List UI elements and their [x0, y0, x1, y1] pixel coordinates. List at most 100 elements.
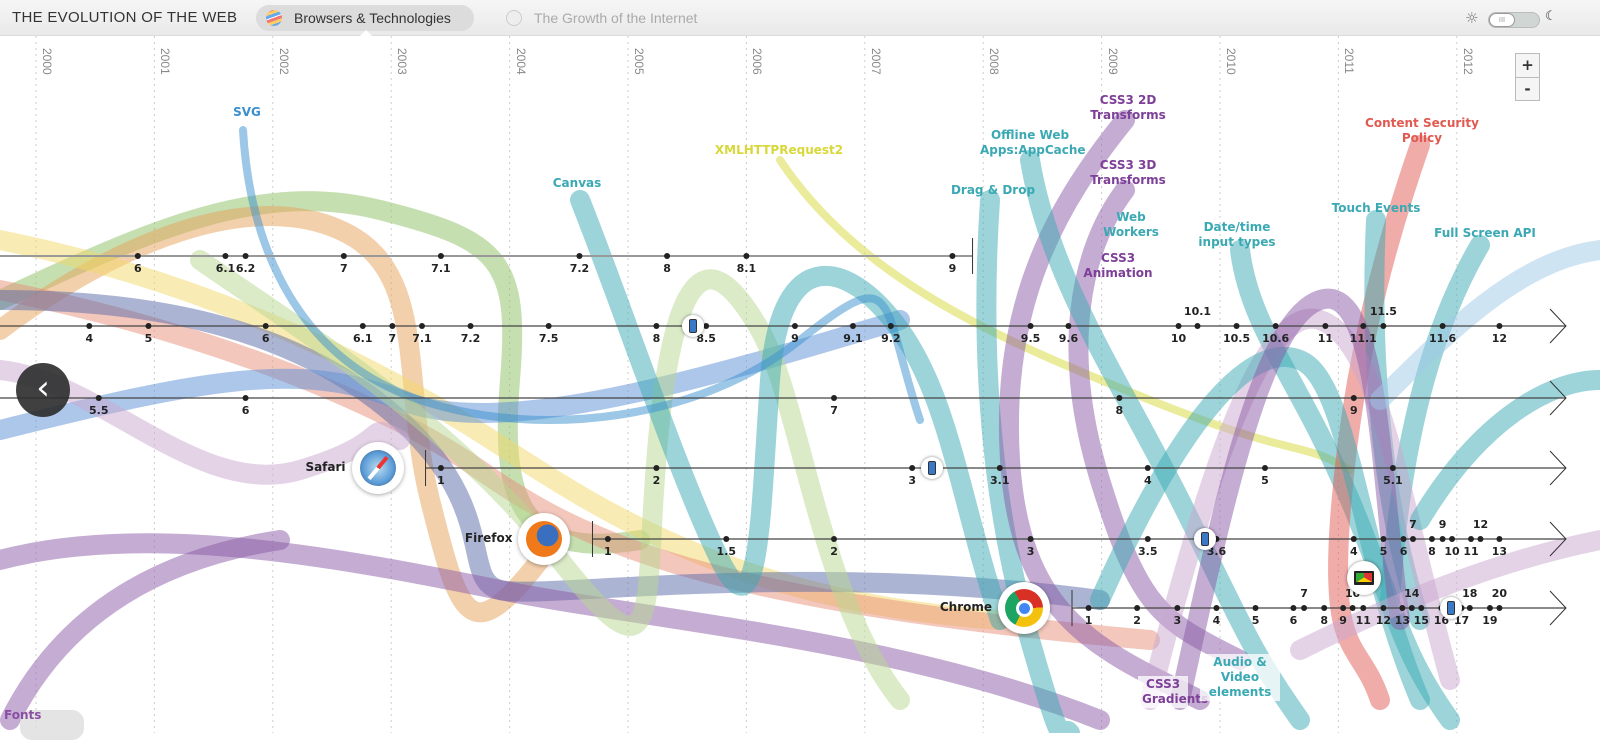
- version-dot[interactable]: [1349, 605, 1356, 611]
- version-dot[interactable]: [1428, 536, 1435, 542]
- version-dot[interactable]: [1261, 465, 1268, 471]
- version-dot[interactable]: [1194, 323, 1201, 329]
- version-dot[interactable]: [222, 253, 229, 259]
- tech-label[interactable]: SVG: [233, 105, 261, 119]
- technology-ribbon[interactable]: [190, 250, 910, 710]
- version-dot[interactable]: [1322, 323, 1329, 329]
- safari-icon[interactable]: [351, 442, 404, 494]
- version-dot[interactable]: [1233, 323, 1240, 329]
- version-dot[interactable]: [1027, 323, 1034, 329]
- tech-label[interactable]: CSS3 2D Transforms: [1090, 93, 1166, 122]
- version-dot[interactable]: [1389, 465, 1396, 471]
- version-dot[interactable]: [1144, 536, 1151, 542]
- technology-ribbon[interactable]: [0, 530, 290, 730]
- version-dot[interactable]: [831, 395, 838, 401]
- version-dot[interactable]: [437, 465, 444, 471]
- version-dot[interactable]: [134, 253, 141, 259]
- version-dot[interactable]: [1175, 323, 1182, 329]
- version-dot[interactable]: [1360, 323, 1367, 329]
- tech-label[interactable]: Date/time input types: [1198, 220, 1276, 249]
- version-dot[interactable]: [1360, 605, 1367, 611]
- version-dot[interactable]: [1408, 605, 1415, 611]
- version-dot[interactable]: [1409, 536, 1416, 542]
- version-dot[interactable]: [418, 323, 425, 329]
- version-dot[interactable]: [1496, 536, 1503, 542]
- mobile-marker[interactable]: [921, 457, 944, 479]
- version-dot[interactable]: [887, 323, 894, 329]
- version-dot[interactable]: [1065, 323, 1072, 329]
- version-dot[interactable]: [849, 323, 856, 329]
- version-dot[interactable]: [1496, 605, 1503, 611]
- version-dot[interactable]: [242, 395, 249, 401]
- toggle-knob[interactable]: III: [1489, 13, 1515, 27]
- chromebook-marker[interactable]: [1347, 561, 1382, 595]
- technology-ribbon[interactable]: [999, 110, 1210, 710]
- version-dot[interactable]: [545, 323, 552, 329]
- version-dot[interactable]: [1134, 605, 1141, 611]
- tech-label[interactable]: XMLHTTPRequest2: [714, 143, 844, 157]
- technology-ribbon[interactable]: [1140, 308, 1460, 710]
- zoom-in-button[interactable]: +: [1521, 56, 1534, 74]
- theme-toggle[interactable]: III: [1488, 12, 1540, 28]
- version-dot[interactable]: [1449, 536, 1456, 542]
- technology-ribbon[interactable]: [1370, 240, 1600, 410]
- version-dot[interactable]: [1477, 536, 1484, 542]
- version-dot[interactable]: [1290, 605, 1297, 611]
- tech-label[interactable]: Offline Web Apps:AppCache: [980, 128, 1086, 157]
- version-dot[interactable]: [1340, 605, 1347, 611]
- mobile-marker[interactable]: [682, 315, 705, 337]
- version-dot[interactable]: [1027, 536, 1034, 542]
- version-dot[interactable]: [1174, 605, 1181, 611]
- version-dot[interactable]: [1496, 323, 1503, 329]
- version-dot[interactable]: [723, 536, 730, 542]
- version-dot[interactable]: [1252, 605, 1259, 611]
- version-dot[interactable]: [1350, 395, 1357, 401]
- tech-label[interactable]: Full Screen API: [1434, 226, 1536, 240]
- tech-label[interactable]: CSS3 Gradients: [1138, 676, 1208, 708]
- version-dot[interactable]: [996, 465, 1003, 471]
- firefox-icon[interactable]: [518, 513, 571, 565]
- version-dot[interactable]: [1321, 605, 1328, 611]
- version-dot[interactable]: [703, 323, 710, 329]
- version-dot[interactable]: [340, 253, 347, 259]
- zoom-out-button[interactable]: -: [1516, 77, 1539, 100]
- version-dot[interactable]: [831, 536, 838, 542]
- version-dot[interactable]: [1272, 323, 1279, 329]
- version-dot[interactable]: [664, 253, 671, 259]
- version-dot[interactable]: [791, 323, 798, 329]
- version-dot[interactable]: [95, 395, 102, 401]
- technology-ribbon[interactable]: [1290, 530, 1600, 660]
- chrome-icon[interactable]: [998, 582, 1050, 634]
- version-dot[interactable]: [1486, 605, 1493, 611]
- tech-label[interactable]: Touch Events: [1331, 201, 1421, 215]
- version-dot[interactable]: [1085, 605, 1092, 611]
- tech-label[interactable]: Drag & Drop: [950, 183, 1036, 197]
- mobile-marker[interactable]: [1193, 528, 1216, 550]
- version-dot[interactable]: [1380, 323, 1387, 329]
- technology-ribbon[interactable]: [0, 533, 1110, 730]
- version-dot[interactable]: [467, 323, 474, 329]
- version-dot[interactable]: [949, 253, 956, 259]
- technology-ribbon[interactable]: [0, 360, 410, 485]
- version-dot[interactable]: [1466, 605, 1473, 611]
- version-dot[interactable]: [1380, 605, 1387, 611]
- version-dot[interactable]: [242, 253, 249, 259]
- version-dot[interactable]: [437, 253, 444, 259]
- version-dot[interactable]: [743, 253, 750, 259]
- technology-ribbon[interactable]: [1328, 135, 1430, 710]
- mobile-marker[interactable]: [1439, 597, 1462, 619]
- version-dot[interactable]: [1418, 605, 1425, 611]
- tech-label[interactable]: CSS3 3D Transforms: [1090, 158, 1166, 187]
- version-dot[interactable]: [1144, 465, 1151, 471]
- version-dot[interactable]: [1439, 536, 1446, 542]
- version-dot[interactable]: [909, 465, 916, 471]
- version-dot[interactable]: [86, 323, 93, 329]
- version-dot[interactable]: [1399, 605, 1406, 611]
- version-dot[interactable]: [653, 465, 660, 471]
- tech-label[interactable]: Audio & Video elements: [1200, 654, 1280, 701]
- tech-label-fonts[interactable]: Fonts: [4, 708, 42, 722]
- version-dot[interactable]: [1301, 605, 1308, 611]
- technology-ribbon[interactable]: [0, 206, 550, 623]
- tech-label[interactable]: CSS3 Animation: [1083, 251, 1153, 280]
